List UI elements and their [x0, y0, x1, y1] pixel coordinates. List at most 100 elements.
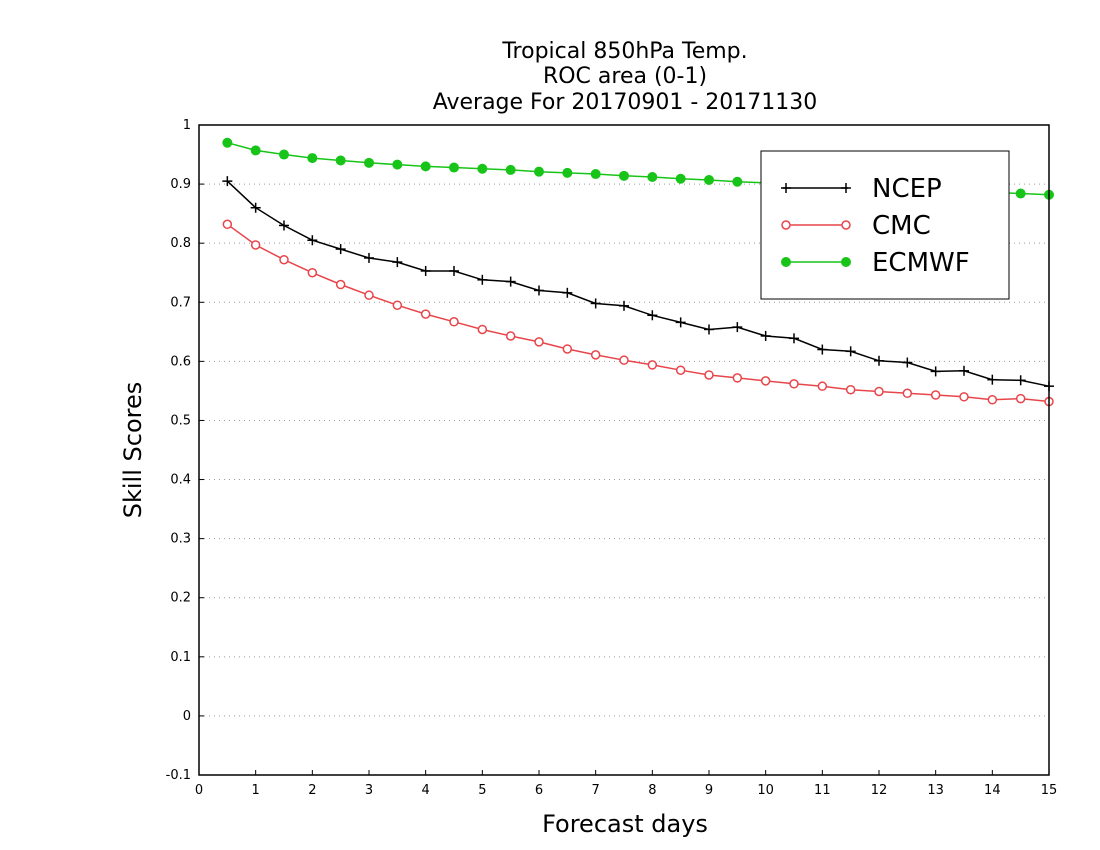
- point-cmc: [590, 350, 601, 360]
- point-ncep: [222, 176, 233, 187]
- point-cmc: [619, 355, 629, 365]
- y-tick-label: 0.2: [170, 591, 191, 606]
- point-ecmwf: [250, 145, 261, 156]
- point-ncep: [477, 274, 488, 285]
- point-cmc: [930, 390, 941, 400]
- chart-title: Tropical 850hPa Temp. ROC area (0-1) Ave…: [433, 39, 818, 115]
- y-tick-label: 0.9: [170, 177, 191, 192]
- line-ncep: [226, 180, 1050, 387]
- point-cmc: [562, 344, 573, 354]
- point-ncep: [505, 276, 516, 287]
- point-ncep: [675, 317, 686, 328]
- point-ncep: [335, 244, 346, 255]
- legend-marker-ncep: [841, 183, 851, 193]
- point-ecmwf: [505, 164, 516, 175]
- y-axis-label: Skill Scores: [119, 382, 147, 519]
- legend-marker-ecmwf: [841, 257, 851, 267]
- point-ecmwf: [732, 176, 743, 187]
- point-ecmwf: [222, 137, 233, 148]
- point-ncep: [1015, 375, 1026, 386]
- point-cmc: [392, 300, 403, 310]
- point-ncep: [279, 220, 289, 231]
- x-tick-label: 0: [195, 783, 203, 798]
- x-tick-label: 4: [422, 783, 430, 798]
- plot-frame: [198, 124, 1050, 776]
- point-cmc: [279, 254, 289, 265]
- point-ncep: [364, 252, 374, 263]
- x-tick-label: 5: [478, 783, 486, 798]
- x-tick-label: 10: [757, 783, 774, 798]
- y-tick-label: 0.7: [170, 295, 191, 310]
- x-tick-label: 11: [814, 783, 831, 798]
- point-ecmwf: [364, 157, 374, 168]
- point-ecmwf: [1015, 188, 1026, 199]
- x-tick-label: 6: [535, 783, 543, 798]
- legend-item-cmc: CMC: [781, 211, 931, 241]
- point-cmc: [874, 386, 884, 397]
- point-ncep: [930, 366, 941, 377]
- x-axis-ticks: 0 1 2 3 4 5 6 7 8 9 10 11 12 13 14 15: [195, 770, 1057, 798]
- point-ecmwf: [307, 153, 318, 164]
- y-tick-label: 0.4: [170, 473, 191, 488]
- legend-marker-ecmwf: [781, 257, 791, 267]
- point-cmc: [222, 219, 233, 230]
- legend-item-ncep: NCEP: [781, 174, 942, 204]
- point-cmc: [250, 240, 261, 250]
- legend-marker-ncep: [781, 183, 791, 193]
- x-tick-label: 8: [648, 783, 656, 798]
- x-tick-label: 14: [984, 783, 1001, 798]
- series-ncep: [222, 176, 1054, 392]
- point-ncep: [959, 365, 969, 376]
- point-cmc: [704, 370, 714, 380]
- point-ncep: [420, 265, 431, 276]
- point-ncep: [534, 285, 544, 296]
- point-ecmwf: [534, 166, 544, 177]
- point-cmc: [902, 388, 913, 399]
- y-axis-ticks: -0.1 0 0.1 0.2 0.3 0.4 0.5 0.6 0.7 0.8 0.9 1: [166, 118, 204, 783]
- point-cmc: [505, 331, 516, 341]
- point-ncep: [392, 257, 403, 268]
- point-cmc: [364, 290, 374, 300]
- point-ncep: [789, 333, 799, 344]
- y-tick-label: 1: [183, 118, 191, 133]
- point-ecmwf: [449, 162, 459, 173]
- point-cmc: [732, 373, 743, 383]
- point-ecmwf: [647, 172, 658, 182]
- point-cmc: [845, 384, 856, 395]
- y-tick-label: -0.1: [166, 768, 191, 783]
- y-tick-label: 0.1: [170, 650, 191, 665]
- x-axis-label: Forecast days: [542, 810, 708, 838]
- y-tick-label: 0: [183, 709, 191, 724]
- y-tick-label: 0.5: [170, 413, 191, 428]
- point-ecmwf: [704, 174, 714, 185]
- legend-label-ecmwf: ECMWF: [872, 248, 970, 278]
- point-cmc: [760, 376, 771, 386]
- point-ncep: [817, 344, 828, 355]
- point-cmc: [647, 360, 658, 370]
- point-cmc: [449, 317, 459, 327]
- y-tick-label: 0.3: [170, 532, 191, 547]
- x-tick-label: 1: [252, 783, 260, 798]
- point-cmc: [789, 379, 799, 389]
- x-tick-label: 13: [927, 783, 944, 798]
- title-line-1: Tropical 850hPa Temp.: [501, 39, 747, 64]
- series-cmc: [222, 219, 1054, 407]
- legend-item-ecmwf: ECMWF: [781, 248, 970, 278]
- x-tick-label: 12: [871, 783, 888, 798]
- point-ncep: [704, 324, 714, 335]
- legend-label-cmc: CMC: [872, 211, 931, 241]
- point-ecmwf: [590, 169, 601, 180]
- point-cmc: [959, 392, 969, 402]
- point-ecmwf: [279, 149, 289, 160]
- legend-marker-cmc: [781, 220, 791, 230]
- point-ecmwf: [562, 167, 573, 178]
- x-tick-label: 9: [705, 783, 713, 798]
- x-tick-label: 15: [1041, 783, 1058, 798]
- point-ecmwf: [675, 173, 686, 184]
- point-ncep: [449, 265, 459, 276]
- title-line-3: Average For 20170901 - 20171130: [433, 90, 818, 115]
- point-cmc: [477, 324, 488, 335]
- title-line-2: ROC area (0-1): [543, 64, 707, 89]
- point-cmc: [817, 381, 828, 391]
